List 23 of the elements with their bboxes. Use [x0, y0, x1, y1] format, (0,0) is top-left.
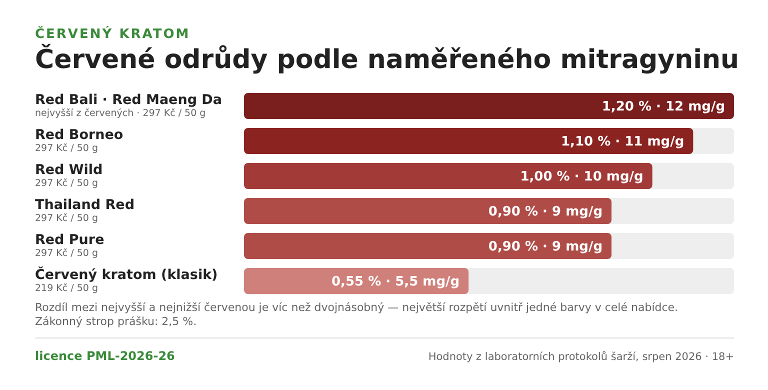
text: nejvyšší z červených · 297 Kč / 50 g: [35, 108, 206, 119]
y-tick-label: Red Bali · Red Maeng Da: [35, 92, 222, 108]
chart-title: Červené odrůdy podle naměřeného mitragyninu: [35, 43, 740, 75]
y-tick-label: Thailand Red: [35, 197, 134, 213]
text: Hodnoty z laboratorních protokolů šarží, srpen 2026 · 18+: [428, 351, 734, 363]
text: 297 Kč / 50 g: [35, 178, 98, 189]
data-label: 0,90 % · 9 mg/g: [488, 204, 602, 220]
text: 297 Kč / 50 g: [35, 143, 98, 154]
text: Rozdíl mezi nejvyšší a nejnižší červenou je víc než dvojnásobný — největší rozpětí uvnitř jedné barvy v celé nabídce. Zákonný strop prášku: 2,5 %.: [35, 301, 678, 328]
text: licence PML-2026-26: [35, 349, 175, 363]
text: 297 Kč / 50 g: [35, 213, 98, 224]
data-label: 0,90 % · 9 mg/g: [488, 240, 602, 255]
text: ČERVENÝ KRATOM: [35, 25, 190, 42]
y-tick-label: Červený kratom (klasik): [35, 266, 218, 283]
data-label: 1,10 % · 11 mg/g: [561, 134, 684, 150]
data-label: 1,00 % · 10 mg/g: [520, 170, 644, 185]
y-tick-label: Red Borneo: [35, 127, 124, 143]
data-label: 1,20 % · 12 mg/g: [602, 100, 725, 115]
y-tick-label: Red Pure: [35, 232, 104, 248]
text: 297 Kč / 50 g: [35, 248, 98, 259]
text: 219 Kč / 50 g: [35, 283, 98, 294]
data-label: 0,55 % · 5,5 mg/g: [332, 274, 460, 290]
y-tick-label: Red Wild: [35, 162, 103, 178]
